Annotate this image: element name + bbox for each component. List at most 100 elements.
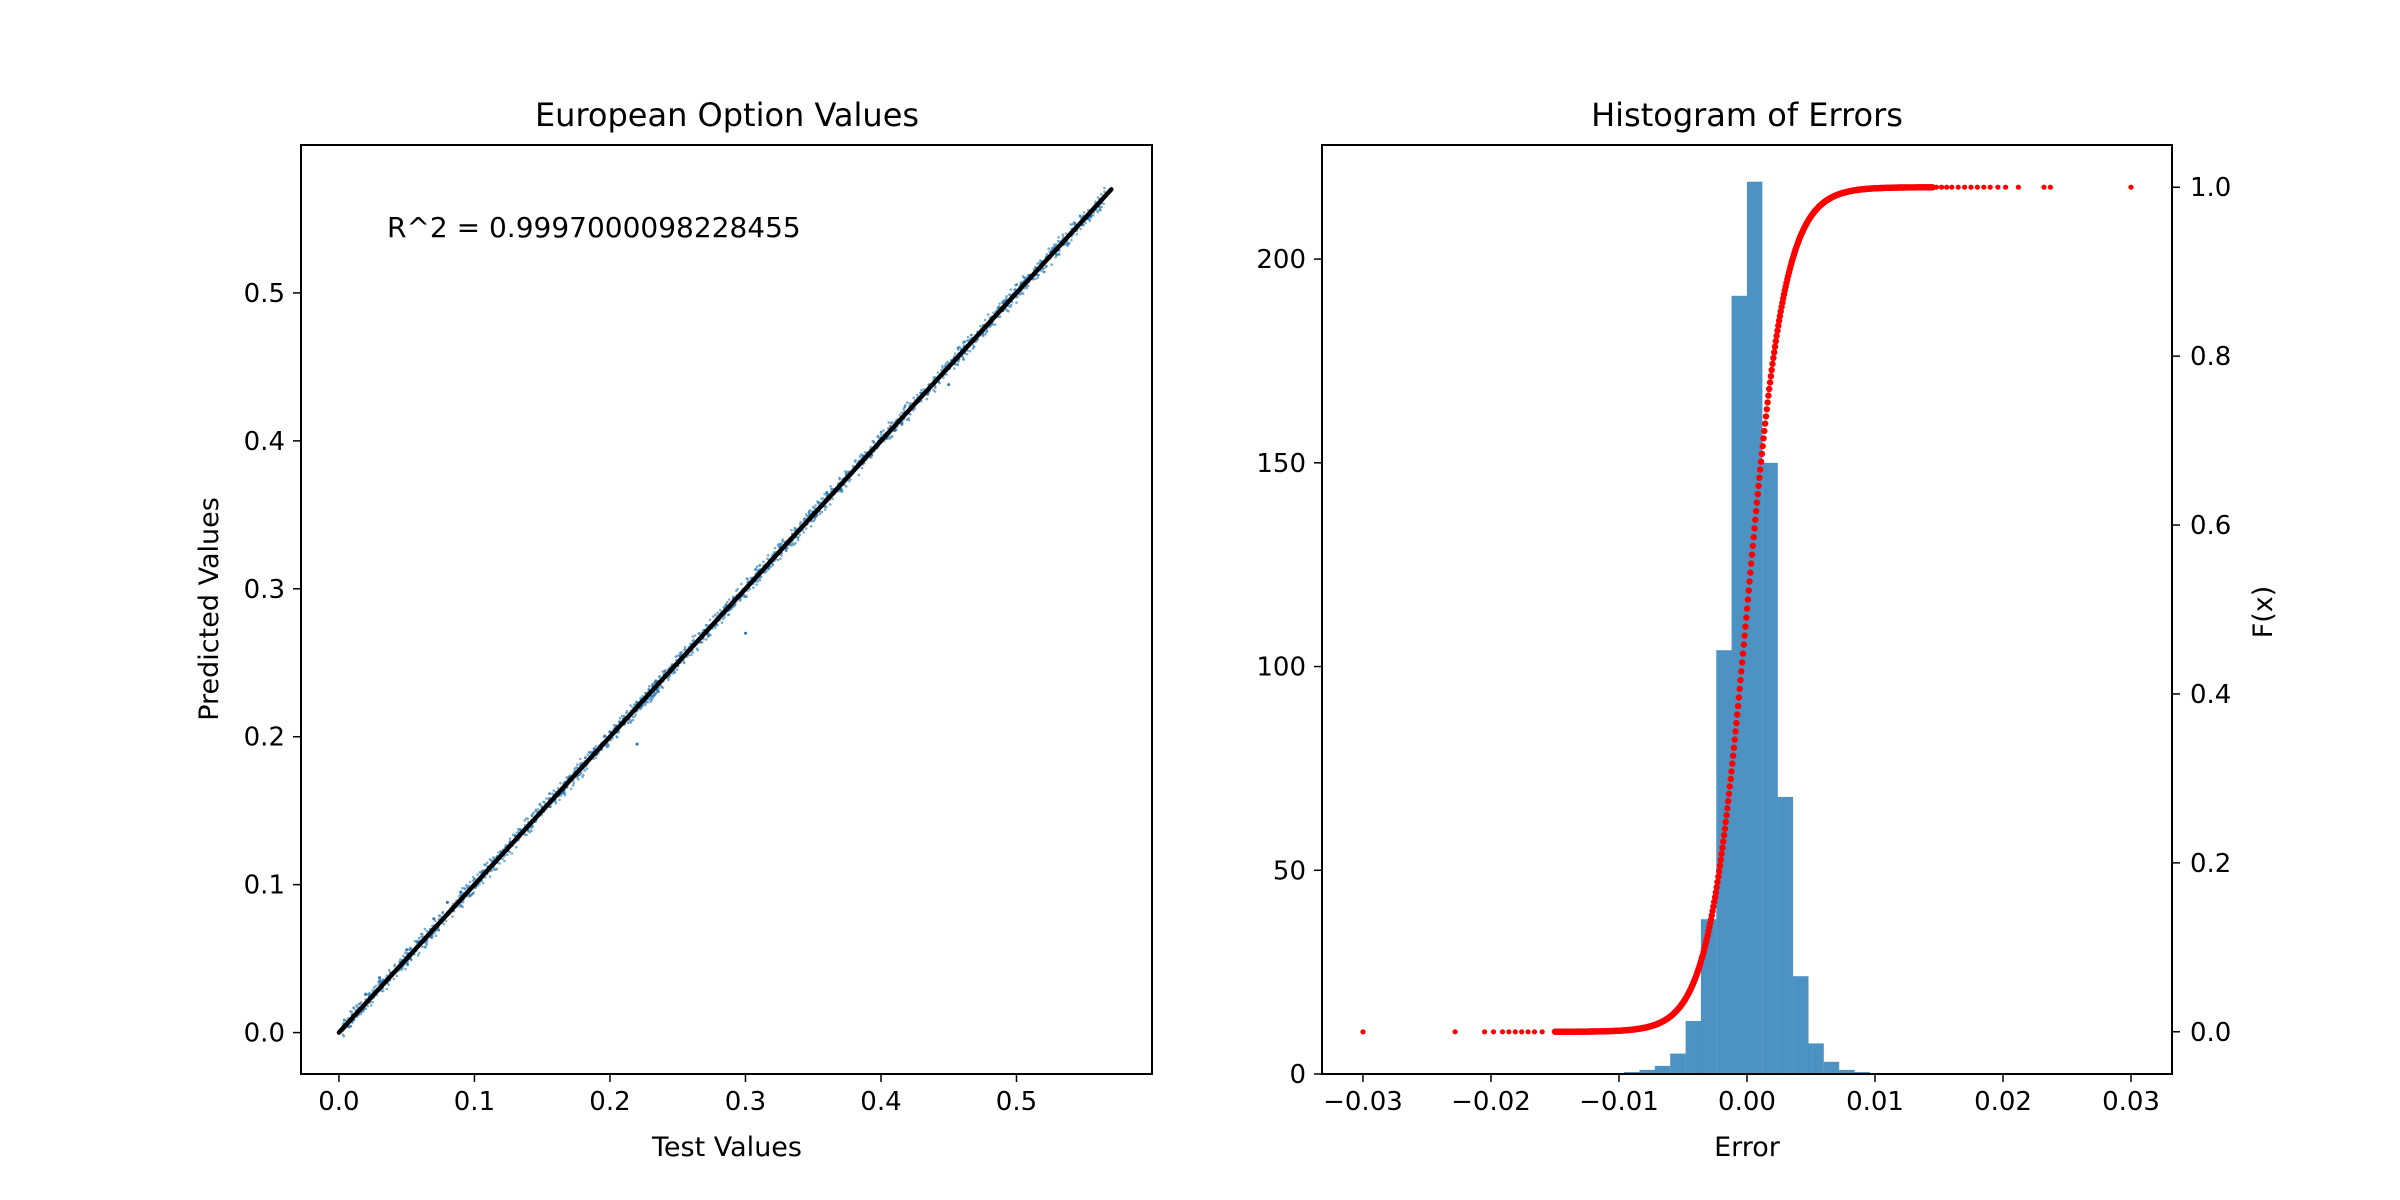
y-tick-label: 0.2 bbox=[244, 723, 285, 753]
scatter-point bbox=[673, 670, 677, 674]
scatter-point bbox=[810, 519, 814, 523]
scatter-point bbox=[445, 900, 449, 904]
histogram-bar bbox=[1685, 1021, 1701, 1074]
y-tick-label: 0.5 bbox=[244, 279, 285, 309]
cdf-point bbox=[1734, 702, 1742, 710]
cdf-point bbox=[1752, 516, 1759, 523]
scatter-point bbox=[947, 383, 951, 387]
cdf-point bbox=[1738, 668, 1745, 675]
scatter-point bbox=[530, 814, 534, 818]
cdf-point bbox=[1720, 832, 1728, 839]
x-tick-label: −0.02 bbox=[1451, 1087, 1531, 1117]
scatter-point bbox=[592, 746, 596, 750]
scatter-point bbox=[903, 406, 906, 409]
histogram-bar bbox=[1747, 181, 1763, 1074]
cdf-point bbox=[1735, 694, 1743, 701]
scatter-point bbox=[417, 951, 421, 955]
scatter-point bbox=[1014, 287, 1017, 291]
cdf-point bbox=[1711, 894, 1719, 901]
x-tick-label: −0.03 bbox=[1323, 1087, 1403, 1117]
scatter-point bbox=[902, 408, 905, 411]
scatter-point bbox=[402, 954, 405, 958]
scatter-point bbox=[552, 789, 556, 792]
scatter-point bbox=[715, 623, 719, 627]
scatter-point bbox=[825, 491, 829, 495]
scatter-point bbox=[796, 538, 800, 542]
scatter-point bbox=[705, 638, 708, 641]
scatter-point bbox=[744, 595, 747, 598]
cdf-point bbox=[1730, 744, 1738, 751]
scatter-point bbox=[1047, 247, 1050, 250]
scatter-point bbox=[620, 714, 624, 718]
scatter-point bbox=[463, 887, 466, 890]
scatter-point bbox=[1099, 193, 1103, 196]
scatter-point bbox=[683, 645, 687, 649]
scatter-point bbox=[1009, 305, 1012, 308]
scatter-point bbox=[481, 881, 485, 885]
cdf-point bbox=[1720, 838, 1727, 845]
scatter-point bbox=[1103, 190, 1106, 194]
scatter-point bbox=[944, 362, 948, 365]
scatter-point bbox=[818, 512, 822, 516]
scatter-point bbox=[926, 393, 930, 396]
cdf-point bbox=[1712, 889, 1720, 896]
x-tick-label: −0.01 bbox=[1579, 1087, 1659, 1117]
scatter-point bbox=[986, 313, 990, 316]
x-tick-label: 0.1 bbox=[454, 1087, 495, 1117]
cdf-point bbox=[1758, 450, 1766, 457]
scatter-point bbox=[847, 479, 851, 483]
scatter-point bbox=[683, 661, 686, 665]
scatter-axes-frame bbox=[300, 144, 1153, 1075]
scatter-point bbox=[693, 634, 697, 637]
cdf-point bbox=[1749, 542, 1757, 550]
scatter-point bbox=[738, 599, 742, 602]
scatter-point bbox=[871, 439, 875, 443]
scatter-point bbox=[736, 587, 739, 591]
scatter-point bbox=[515, 845, 518, 849]
cdf-outlier-point bbox=[1974, 184, 1980, 190]
cdf-point bbox=[1756, 474, 1763, 481]
scatter-point bbox=[494, 868, 497, 871]
cdf-point bbox=[1714, 878, 1721, 886]
scatter-point bbox=[470, 893, 473, 897]
scatter-point bbox=[907, 416, 910, 420]
scatter-point bbox=[441, 911, 444, 915]
scatter-point bbox=[467, 884, 471, 888]
scatter-point bbox=[891, 421, 894, 424]
scatter-point bbox=[644, 703, 647, 707]
scatter-point bbox=[392, 977, 396, 981]
scatter-point bbox=[584, 755, 587, 759]
scatter-point bbox=[1100, 205, 1104, 209]
scatter-point bbox=[992, 311, 995, 315]
x-tick-label: 0.0 bbox=[318, 1087, 359, 1117]
histogram-count-ticks: 0 50 100 150 200 bbox=[1256, 245, 1322, 1090]
scatter-point bbox=[582, 773, 585, 777]
y-tick-label: 0.3 bbox=[244, 575, 285, 605]
scatter-point bbox=[740, 582, 743, 586]
cdf-outlier-point bbox=[2003, 184, 2009, 190]
scatter-point bbox=[845, 485, 848, 488]
cdf-outlier-point bbox=[1962, 184, 1968, 190]
cdf-point bbox=[1760, 435, 1767, 442]
scatter-point bbox=[657, 686, 661, 690]
scatter-point bbox=[766, 557, 769, 560]
scatter-point bbox=[651, 683, 654, 686]
cdf-point bbox=[1716, 868, 1723, 875]
scatter-point bbox=[978, 324, 982, 328]
scatter-point bbox=[838, 478, 841, 481]
cdf-point bbox=[1752, 507, 1760, 515]
scatter-point bbox=[841, 490, 844, 493]
scatter-point bbox=[442, 922, 446, 926]
scatter-point bbox=[814, 504, 817, 507]
scatter-point bbox=[359, 1001, 363, 1004]
scatter-point bbox=[966, 335, 970, 339]
scatter-point bbox=[908, 402, 911, 405]
scatter-point bbox=[1005, 295, 1008, 298]
scatter-point bbox=[416, 954, 420, 957]
scatter-point bbox=[985, 330, 988, 334]
scatter-point bbox=[943, 364, 947, 368]
cdf-point bbox=[1929, 184, 1936, 191]
scatter-point bbox=[625, 709, 629, 713]
cdf-point bbox=[1757, 466, 1764, 473]
x-tick-label: 0.01 bbox=[1846, 1087, 1904, 1117]
